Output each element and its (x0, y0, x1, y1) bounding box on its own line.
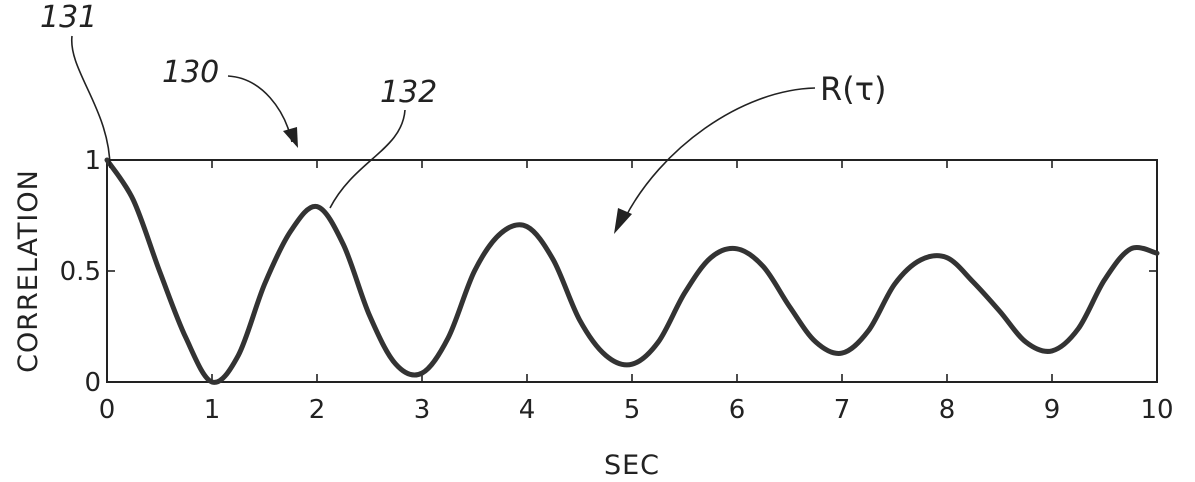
x-tick-label-6: 6 (729, 395, 746, 425)
plot-frame (106, 159, 1158, 383)
x-tick-labels: 0 1 2 3 4 5 6 7 8 9 10 (99, 395, 1174, 425)
series-line-r-tau (104, 157, 1160, 385)
arrowhead-r-tau (614, 208, 632, 234)
x-tick-label-5: 5 (624, 395, 641, 425)
ref-label-130: 130 (162, 55, 219, 90)
x-tick-label-3: 3 (414, 395, 431, 425)
tick-marks (106, 159, 1158, 383)
arrowhead-130 (283, 127, 298, 148)
curve-label-r-tau: R(τ) (820, 70, 886, 108)
y-tick-labels: 00.51 (60, 146, 101, 398)
x-tick-label-10: 10 (1140, 395, 1173, 425)
leader-line-132 (329, 109, 406, 209)
x-tick-label-8: 8 (939, 395, 956, 425)
x-tick-label-7: 7 (834, 395, 851, 425)
leader-line-130 (227, 75, 293, 143)
y-tick-label-2: 1 (84, 146, 101, 176)
x-axis-title: SEC (604, 450, 660, 481)
x-tick-label-0: 0 (99, 395, 116, 425)
y-axis-title: CORRELATION (13, 169, 44, 373)
leader-line-r-tau (624, 87, 816, 219)
y-tick-label-0: 0 (84, 368, 101, 398)
x-tick-label-1: 1 (204, 395, 221, 425)
ref-label-131: 131 (40, 0, 97, 35)
y-tick-label-1: 0.5 (60, 257, 101, 287)
ref-label-132: 132 (380, 75, 437, 110)
x-tick-label-2: 2 (309, 395, 326, 425)
x-tick-label-4: 4 (519, 395, 536, 425)
x-tick-label-9: 9 (1044, 395, 1061, 425)
leader-line-131 (71, 35, 111, 169)
